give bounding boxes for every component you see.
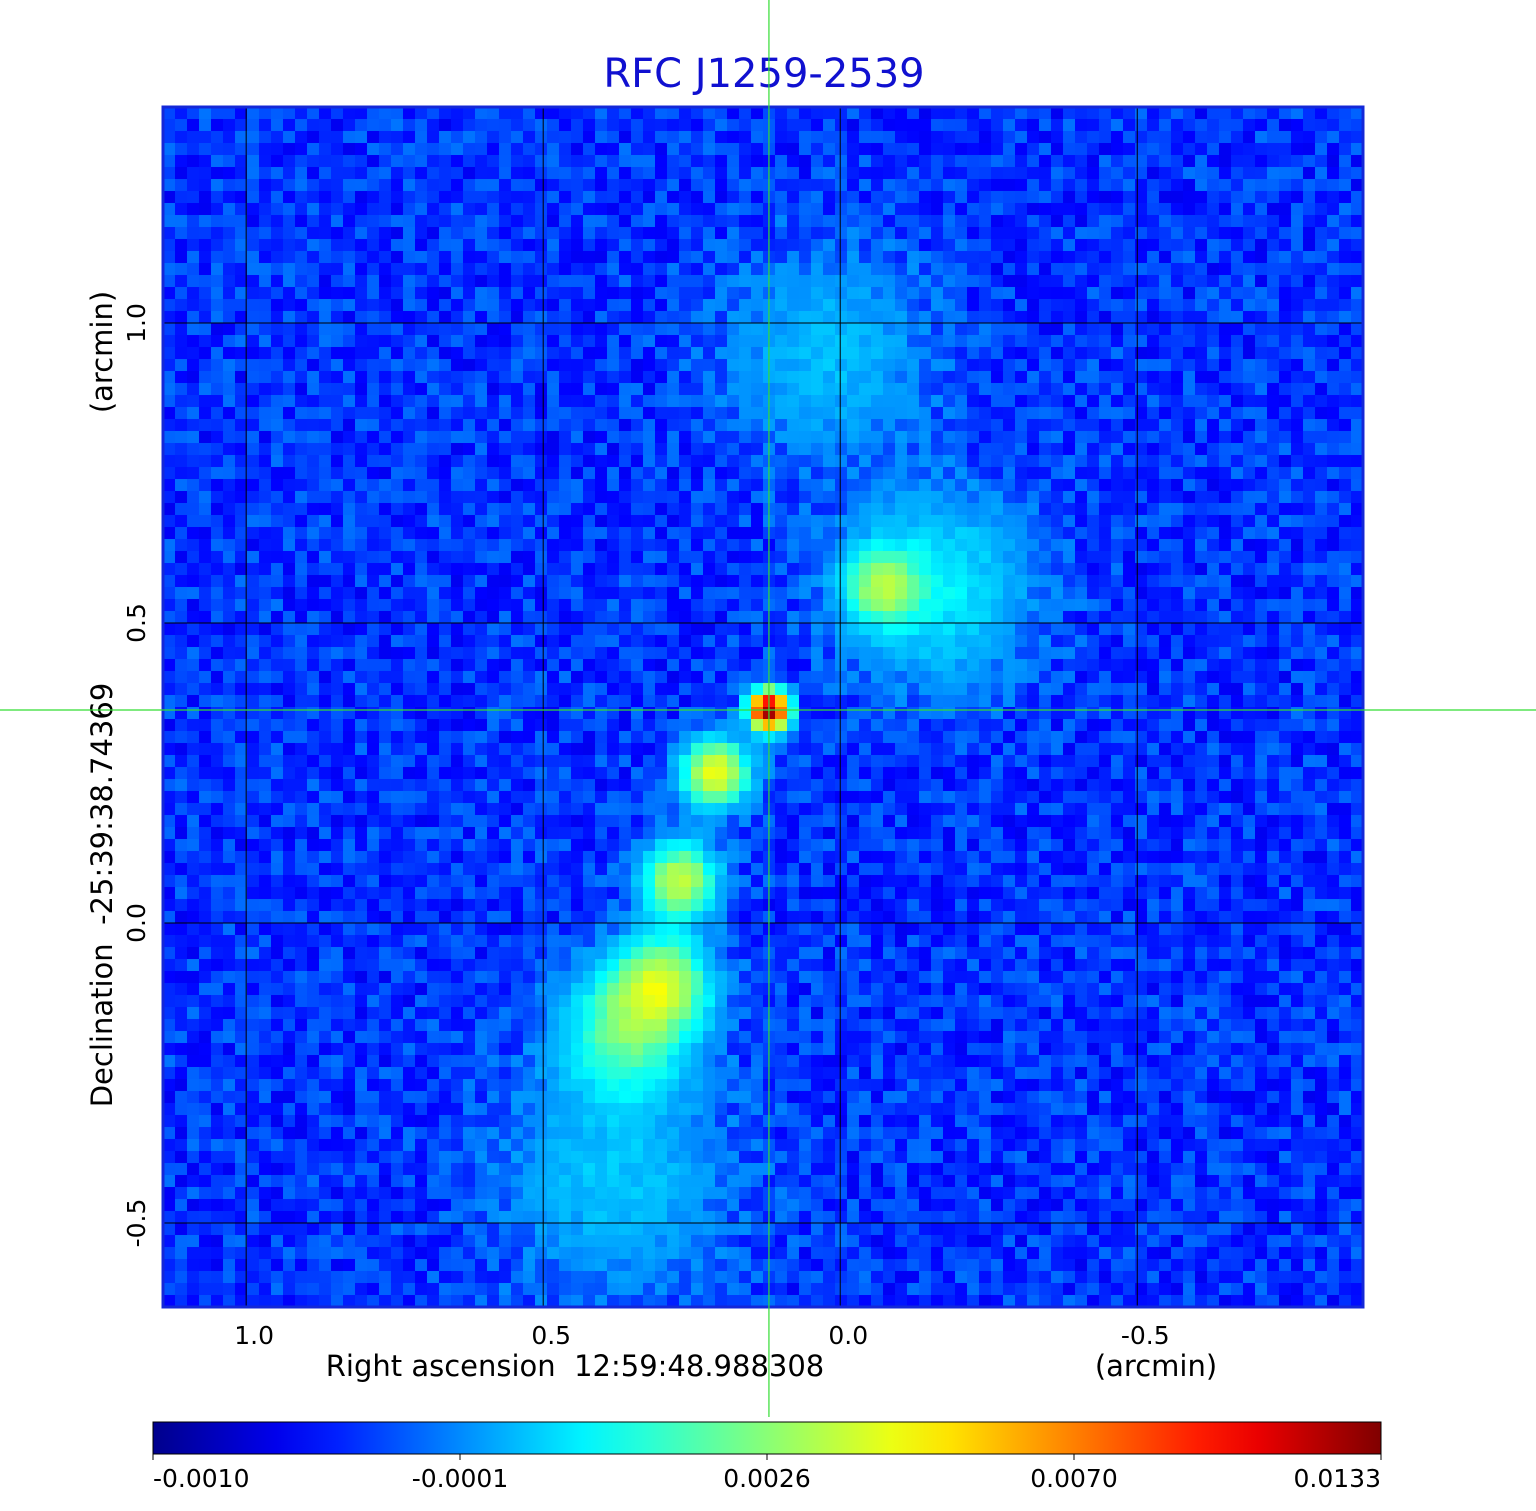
y-tick-label: 1.0 (122, 303, 151, 343)
x-tick-label: 1.0 (234, 1321, 274, 1350)
crosshair (0, 0, 1536, 1417)
y-axis-unit: (arcmin) (85, 291, 119, 413)
colorbar-tick-label: 0.0070 (1030, 1464, 1117, 1493)
y-tick-label: 0.0 (122, 903, 151, 943)
colorbar-tick-label: -0.0001 (412, 1464, 509, 1493)
y-axis-label: Declination -25:39:38.74369 (85, 683, 119, 1108)
colorbar-ticks: -0.0010 -0.0001 0.0026 0.0070 0.0133 (152, 1454, 1382, 1493)
colorbar-tick-label: -0.0010 (153, 1464, 250, 1493)
x-tick-label: 0.0 (828, 1321, 868, 1350)
x-axis-unit: (arcmin) (1095, 1349, 1217, 1383)
intensity-map (163, 107, 1364, 1308)
colorbar (152, 1421, 1382, 1455)
coordinate-grid (163, 107, 1363, 1307)
y-tick-label: 0.5 (122, 603, 151, 643)
y-axis-ticks: 1.0 0.5 0.0 -0.5 (122, 303, 151, 1247)
chart-title: RFC J1259-2539 (603, 51, 924, 97)
x-axis-label: Right ascension 12:59:48.988308 (326, 1349, 825, 1383)
y-tick-label: -0.5 (122, 1199, 151, 1248)
x-axis-ticks: 1.0 0.5 0.0 -0.5 (234, 1321, 1169, 1350)
x-tick-label: -0.5 (1121, 1321, 1170, 1350)
x-tick-label: 0.5 (531, 1321, 571, 1350)
colorbar-tick-label: 0.0133 (1294, 1464, 1381, 1493)
colorbar-tick-label: 0.0026 (723, 1464, 810, 1493)
plot-frame (161, 105, 1365, 1309)
